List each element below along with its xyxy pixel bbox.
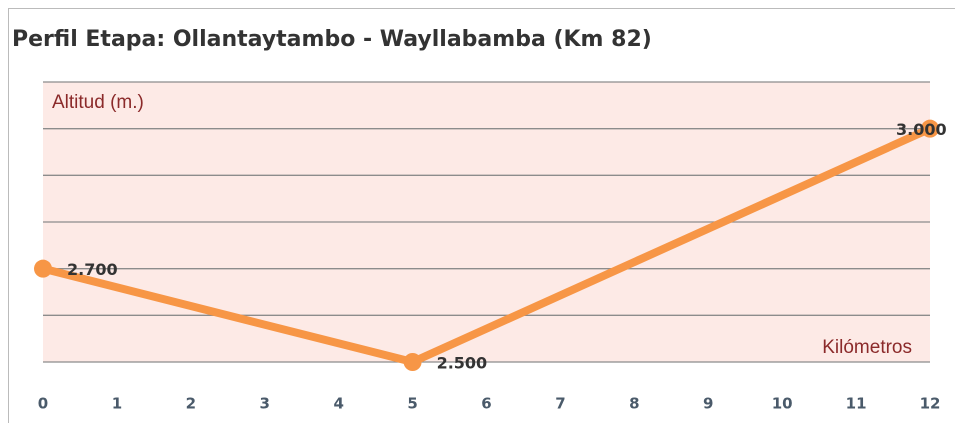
x-tick-label: 6 bbox=[481, 395, 491, 413]
x-tick-label: 11 bbox=[846, 395, 867, 413]
data-label: 3.000 bbox=[896, 120, 947, 139]
x-tick-label: 12 bbox=[920, 395, 941, 413]
x-tick-label: 0 bbox=[38, 395, 48, 413]
x-tick-label: 2 bbox=[186, 395, 196, 413]
point bbox=[34, 259, 52, 278]
x-tick-label: 7 bbox=[555, 395, 565, 413]
y-axis-label: Altitud (m.) bbox=[52, 92, 144, 113]
x-tick-label: 8 bbox=[629, 395, 639, 413]
frame bbox=[8, 8, 955, 423]
x-tick-label: 1 bbox=[112, 395, 122, 413]
x-tick-label: 9 bbox=[703, 395, 713, 413]
point bbox=[403, 353, 422, 371]
data-label: 2.700 bbox=[67, 260, 118, 279]
x-axis-label: Kilómetros bbox=[822, 337, 912, 358]
x-tick-label: 5 bbox=[407, 395, 417, 413]
x-tick-label: 10 bbox=[772, 395, 793, 413]
chart-title: Perfil Etapa: Ollantaytambo - Wayllabamb… bbox=[12, 27, 652, 52]
x-tick-label: 3 bbox=[260, 395, 270, 413]
data-label: 2.500 bbox=[437, 354, 488, 373]
x-tick-label: 4 bbox=[333, 395, 343, 413]
point bbox=[921, 119, 939, 138]
